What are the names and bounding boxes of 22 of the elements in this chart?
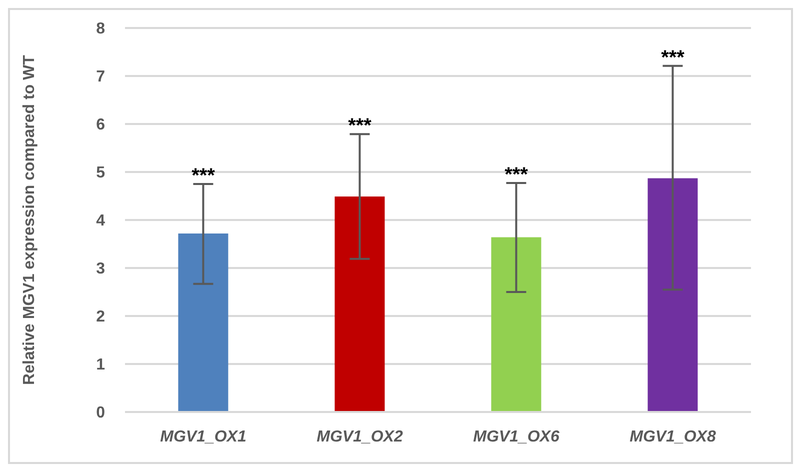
bar [648,178,698,412]
annotation: *** [661,46,685,69]
annotation: *** [192,165,216,187]
x-tick-label: MGV1_OX1 [160,428,246,446]
y-tick-label: 3 [96,260,106,278]
y-tick-label: 1 [96,356,106,374]
annotation: *** [504,164,528,186]
y-tick-label: 4 [96,212,106,230]
y-tick-label: 5 [96,164,106,182]
x-tick-label: MGV1_OX6 [473,428,560,446]
x-tick-label: MGV1_OX8 [630,428,716,446]
x-tick-label: MGV1_OX2 [316,428,403,446]
y-axis-title: Relative MGV1 expression compared to WT [21,54,38,385]
bar [178,233,228,412]
y-tick-label: 6 [96,116,106,134]
y-tick-label: 8 [96,20,106,38]
y-tick-label: 0 [96,404,106,422]
bar [491,237,542,412]
annotation: *** [348,115,372,138]
y-tick-label: 7 [96,68,106,86]
bar [334,196,385,412]
y-tick-label: 2 [96,308,106,326]
